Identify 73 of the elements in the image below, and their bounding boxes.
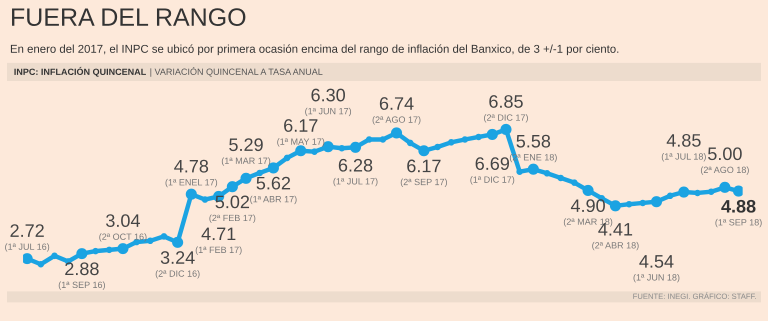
data-label: 2.88: [65, 262, 99, 276]
point: [666, 192, 674, 200]
data-label: 4.90: [570, 199, 605, 212]
point: [708, 188, 714, 195]
point: [462, 136, 468, 143]
x-tick-label: (2ª DIC 16): [156, 270, 200, 279]
x-tick-label: (1ª FEB 17): [196, 246, 242, 255]
x-tick-label: (2ª AGO 18): [700, 166, 749, 175]
chart-title: FUERA DEL RANGO: [12, 8, 246, 26]
data-label: 4.54: [639, 255, 674, 268]
point: [571, 179, 578, 186]
x-tick-label: (1ª ENEL 17): [166, 178, 218, 188]
x-tick-label: (1ª SEP 16): [58, 281, 105, 290]
point: [626, 200, 632, 208]
x-tick-label: (2ª AGO 17): [372, 116, 420, 125]
x-tick-label: (1ª JUL 18): [662, 153, 706, 162]
point: [92, 248, 99, 254]
x-tick-label: (1ª ABR 17): [250, 196, 297, 204]
data-label: 6.85: [489, 95, 523, 108]
data-label: 4.71: [202, 228, 236, 240]
chart-subtitle: En enero del 2017, el INPC se ubicó por primera ocasión encima del rango de inflación del Banxico, de 3 +/-1 por ciento.: [10, 44, 618, 56]
x-tick-label: (1ª JUN 17): [305, 108, 352, 116]
text: | VARIACIÓN QUINCENAL A TASA ANUAL: [150, 67, 322, 77]
x-tick-label: (2ª SEP 17): [400, 178, 447, 187]
x-tick-label: (1ª MAY 17): [277, 138, 324, 147]
point: [284, 154, 290, 162]
point: [475, 134, 482, 140]
point: [311, 148, 318, 155]
data-label: 3.24: [160, 251, 195, 264]
point: [448, 139, 455, 146]
data-label: 6.30: [311, 88, 345, 102]
data-label: 5.02: [216, 196, 250, 208]
text: INPC: INFLACIÓN QUINCENAL: [14, 66, 146, 77]
point: [406, 140, 414, 146]
data-label: 4.88: [721, 200, 756, 213]
data-label: 5.62: [256, 176, 290, 190]
data-label: 4.85: [666, 134, 701, 147]
point: [380, 136, 386, 143]
point: [366, 136, 372, 143]
point: [544, 170, 550, 177]
x-tick-label: (1ª MAR 17): [222, 157, 270, 166]
data-label: 6.28: [338, 158, 372, 172]
point: [516, 168, 523, 175]
data-label: 5.29: [229, 138, 263, 152]
point: [557, 174, 564, 182]
x-tick-label: (1ª DIC 17): [470, 176, 514, 185]
x-tick-label: (2ª ABR 18): [592, 242, 639, 250]
x-tick-label: (1ª SEP 18): [715, 218, 762, 228]
point: [160, 233, 168, 240]
data-label: 6.17: [284, 119, 318, 132]
data-label: 5.00: [708, 147, 742, 160]
x-tick-label: (2ª DIC 17): [484, 114, 528, 123]
point: [338, 144, 346, 152]
point: [106, 246, 112, 254]
point: [38, 261, 44, 268]
data-label: 4.78: [174, 160, 208, 173]
data-label: 3.04: [106, 214, 140, 227]
point: [434, 144, 441, 150]
point: [147, 238, 154, 244]
point: [202, 196, 208, 203]
data-label: 6.69: [476, 157, 510, 170]
x-tick-label: (1ª JUN 18): [634, 274, 680, 282]
x-tick-label: (1ª JUL 16): [5, 243, 50, 252]
data-label: 5.58: [516, 134, 550, 148]
point: [694, 190, 701, 196]
point: [640, 200, 646, 206]
x-tick-label: (1ª JUL 17): [333, 178, 378, 186]
data-label: 6.17: [407, 160, 441, 172]
x-tick-label: (2ª FEB 17): [209, 214, 256, 223]
data-label: 6.74: [380, 97, 414, 110]
point: [51, 252, 58, 260]
point: [256, 170, 263, 176]
data-label: 2.72: [10, 224, 44, 237]
